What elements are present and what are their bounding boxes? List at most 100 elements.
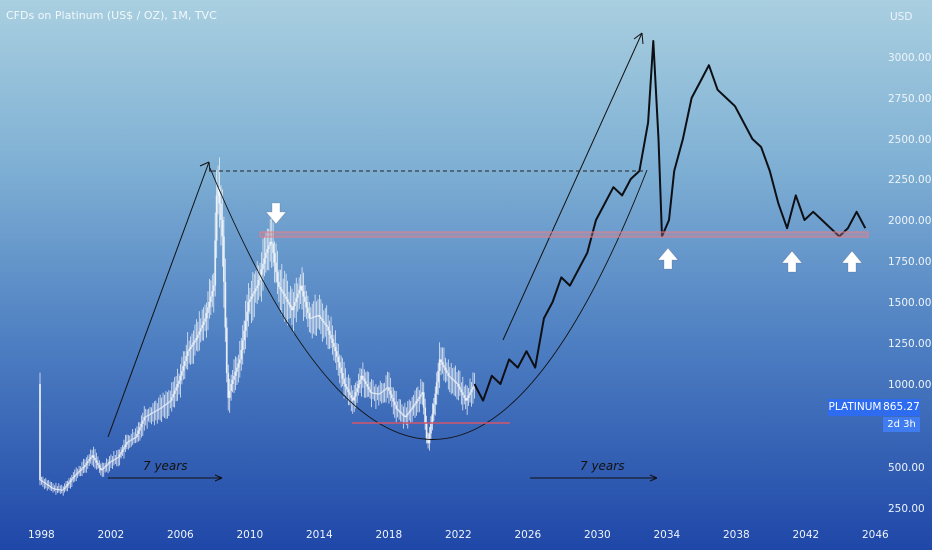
- candle-body: [428, 433, 431, 444]
- candle-body: [59, 489, 62, 491]
- candle-body: [227, 373, 230, 398]
- candle-body: [221, 220, 224, 237]
- candle-body: [111, 460, 114, 462]
- x-tick-label: 1998: [28, 529, 55, 541]
- x-tick-label: 2034: [654, 529, 681, 541]
- candle-body: [159, 408, 162, 410]
- candle-body: [325, 324, 328, 327]
- candle-body: [260, 269, 263, 275]
- candle-body: [82, 467, 85, 469]
- candle-body: [70, 478, 73, 481]
- candle-body: [185, 356, 188, 362]
- symbol-badge[interactable]: PLATINUM: [828, 399, 882, 416]
- candle-body: [167, 401, 170, 403]
- candle-body: [39, 384, 41, 481]
- candle-body: [66, 483, 69, 486]
- x-tick-label: 2038: [723, 529, 750, 541]
- rise-arrow-head: [199, 161, 211, 173]
- candle-body: [88, 459, 91, 462]
- candle-body: [364, 381, 367, 384]
- candle-body: [182, 365, 185, 371]
- y-tick-label: 3000.00: [888, 52, 931, 64]
- span-arrow-right-head: [649, 474, 658, 482]
- candle-body: [62, 489, 65, 491]
- candle-body: [196, 334, 199, 339]
- candle-body: [295, 297, 298, 302]
- candle-body: [154, 410, 157, 412]
- candle-body: [286, 299, 289, 302]
- candle-body: [49, 485, 52, 487]
- candle-body: [315, 315, 318, 317]
- candle-body: [249, 299, 251, 302]
- candle-body: [317, 315, 319, 317]
- candle-body: [393, 401, 396, 406]
- candle-body: [120, 452, 122, 455]
- candle-body: [146, 415, 149, 417]
- x-tick-label: 2022: [445, 529, 472, 541]
- candle-body: [234, 371, 237, 376]
- candle-body: [324, 322, 327, 325]
- support-band: [259, 231, 869, 238]
- candle-body: [47, 485, 50, 487]
- candle-body: [209, 296, 212, 302]
- candle-body: [399, 411, 402, 414]
- y-tick-label: 2500.00: [888, 134, 931, 146]
- candle-body: [321, 318, 324, 321]
- candle-body: [437, 370, 440, 383]
- candle-body: [94, 457, 96, 461]
- candle-body: [293, 302, 296, 307]
- candle-body: [263, 258, 266, 264]
- candle-body: [379, 392, 382, 394]
- candle-body: [356, 388, 358, 393]
- candle-body: [79, 469, 82, 472]
- candle-body: [373, 392, 376, 394]
- candle-body: [278, 281, 280, 287]
- projection-line: [473, 40, 867, 402]
- candle-body: [72, 476, 75, 479]
- candle-body: [218, 187, 221, 204]
- candle-body: [389, 390, 392, 395]
- candle-body: [434, 393, 437, 405]
- candle-body: [192, 342, 195, 345]
- candle-body: [431, 414, 434, 424]
- candle-body: [191, 344, 193, 347]
- x-tick-label: 2010: [237, 529, 264, 541]
- candle-body: [102, 467, 105, 469]
- candle-body: [112, 459, 115, 461]
- candle-body: [335, 351, 338, 357]
- candle-body: [306, 307, 309, 313]
- candle-body: [388, 387, 390, 391]
- candle-body: [282, 291, 285, 294]
- candle-body: [369, 389, 372, 393]
- candle-body: [52, 487, 54, 489]
- candle-body: [267, 245, 270, 250]
- candle-body: [110, 461, 112, 463]
- candle-body: [199, 328, 202, 332]
- candle-body: [396, 408, 399, 411]
- x-tick-label: 2014: [306, 529, 333, 541]
- candle-body: [134, 437, 137, 439]
- candle-body: [406, 413, 409, 416]
- candle-body: [211, 291, 214, 297]
- span-label: 7 years: [143, 459, 187, 473]
- candle-body: [89, 457, 92, 460]
- candle-body: [238, 359, 241, 364]
- candle-body: [237, 363, 240, 368]
- candle-body: [302, 291, 305, 297]
- candle-body: [108, 462, 111, 464]
- x-tick-label: 2030: [584, 529, 611, 541]
- candle-body: [244, 321, 247, 331]
- candle-body: [253, 291, 256, 294]
- candle-body: [405, 415, 408, 418]
- candle-body: [99, 467, 102, 471]
- candle-body: [86, 461, 89, 464]
- candle-body: [382, 390, 385, 392]
- candle-body: [408, 411, 411, 414]
- y-tick-label: 1000.00: [888, 379, 931, 391]
- candle-body: [377, 393, 380, 395]
- candle-body: [60, 489, 63, 491]
- candle-body: [380, 391, 383, 393]
- candle-body: [183, 361, 186, 366]
- candle-body: [149, 413, 151, 415]
- candle-body: [444, 367, 447, 371]
